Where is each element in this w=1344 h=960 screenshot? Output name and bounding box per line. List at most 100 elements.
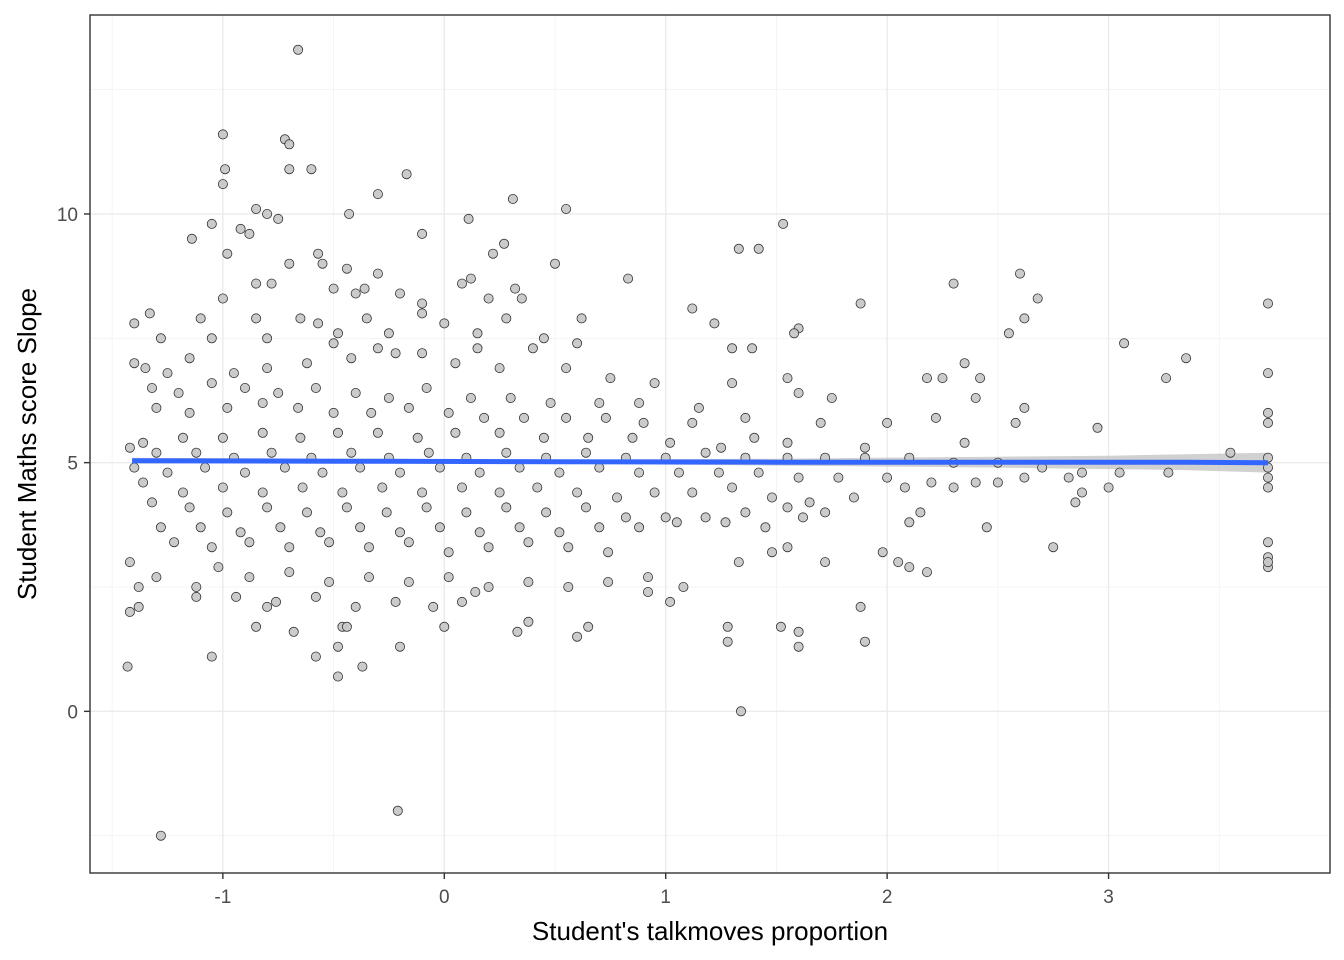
data-point <box>494 487 505 498</box>
data-point <box>355 522 366 533</box>
data-point <box>833 472 844 483</box>
data-point <box>649 487 660 498</box>
data-point <box>594 462 605 473</box>
grid-lines <box>90 15 1330 873</box>
data-point <box>494 427 505 438</box>
data-point <box>206 218 217 229</box>
data-point <box>501 502 512 513</box>
data-point <box>217 482 228 493</box>
data-point <box>231 591 242 602</box>
data-point <box>295 313 306 324</box>
data-point <box>239 382 250 393</box>
data-point <box>346 353 357 364</box>
data-point <box>257 427 268 438</box>
data-point <box>217 432 228 443</box>
data-point <box>284 139 295 150</box>
data-point <box>151 447 162 458</box>
data-point <box>505 392 516 403</box>
data-point <box>332 641 343 652</box>
data-point <box>523 616 534 627</box>
data-point <box>747 343 758 354</box>
data-point <box>665 596 676 607</box>
data-point <box>926 477 937 488</box>
data-point <box>363 542 374 553</box>
data-point <box>660 512 671 523</box>
data-point <box>266 278 277 289</box>
data-point <box>1263 472 1274 483</box>
data-point <box>992 477 1003 488</box>
data-point <box>332 328 343 339</box>
data-point <box>922 373 933 384</box>
data-point <box>151 402 162 413</box>
data-point <box>279 462 290 473</box>
data-point <box>262 208 273 219</box>
data-point <box>740 507 751 518</box>
data-point <box>793 472 804 483</box>
data-point <box>129 462 140 473</box>
data-point <box>594 522 605 533</box>
data-point <box>899 482 910 493</box>
data-point <box>262 363 273 374</box>
data-point <box>177 432 188 443</box>
data-point <box>332 671 343 682</box>
data-point <box>554 467 565 478</box>
data-point <box>394 641 405 652</box>
data-point <box>643 587 654 598</box>
data-point <box>306 164 317 175</box>
data-point <box>893 557 904 568</box>
data-point <box>882 417 893 428</box>
data-point <box>355 462 366 473</box>
data-point <box>760 522 771 533</box>
data-point <box>753 467 764 478</box>
data-point <box>483 582 494 593</box>
data-points <box>122 44 1274 841</box>
y-tick-label: 0 <box>67 702 78 723</box>
data-point <box>251 278 262 289</box>
data-point <box>1092 422 1103 433</box>
data-point <box>775 621 786 632</box>
data-point <box>301 507 312 518</box>
data-point <box>1161 373 1172 384</box>
data-point <box>778 218 789 229</box>
data-point <box>594 397 605 408</box>
data-point <box>217 129 228 140</box>
data-point <box>527 343 538 354</box>
data-point <box>474 467 485 478</box>
data-point <box>634 467 645 478</box>
data-point <box>465 392 476 403</box>
data-point <box>727 378 738 389</box>
data-point <box>494 363 505 374</box>
data-point <box>456 482 467 493</box>
data-point <box>191 591 202 602</box>
data-point <box>465 273 476 284</box>
data-point <box>882 472 893 483</box>
data-point <box>383 328 394 339</box>
data-point <box>313 318 324 329</box>
data-point <box>284 258 295 269</box>
data-point <box>169 537 180 548</box>
data-point <box>297 482 308 493</box>
data-point <box>324 537 335 548</box>
data-point <box>855 298 866 309</box>
data-point <box>793 641 804 652</box>
data-point <box>228 368 239 379</box>
data-point <box>421 502 432 513</box>
data-point <box>390 596 401 607</box>
data-point <box>479 412 490 423</box>
data-point <box>124 557 135 568</box>
data-point <box>605 373 616 384</box>
data-point <box>733 557 744 568</box>
data-point <box>727 343 738 354</box>
data-point <box>262 601 273 612</box>
data-point <box>561 412 572 423</box>
data-point <box>563 582 574 593</box>
data-point <box>317 258 328 269</box>
data-point <box>501 447 512 458</box>
data-point <box>634 522 645 533</box>
data-point <box>1263 462 1274 473</box>
data-point <box>421 382 432 393</box>
data-point <box>195 522 206 533</box>
data-point <box>337 487 348 498</box>
data-point <box>1010 417 1021 428</box>
data-point <box>600 412 611 423</box>
